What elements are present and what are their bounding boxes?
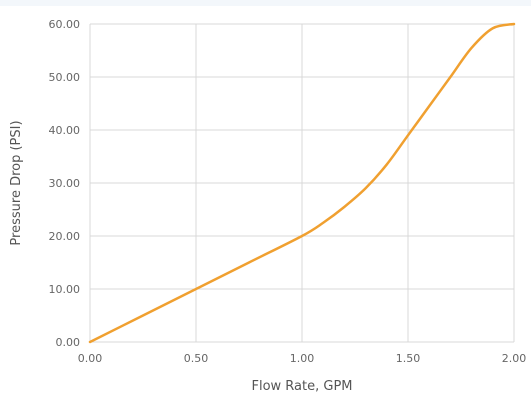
top-band: [0, 0, 531, 6]
x-tick-label: 2.00: [502, 352, 527, 365]
y-axis-title: Pressure Drop (PSI): [9, 120, 24, 245]
y-axis-ticks: 0.00 10.00 20.00 30.00 40.00 50.00 60.00: [49, 18, 81, 349]
y-tick-label: 0.00: [56, 336, 81, 349]
y-tick-label: 40.00: [49, 124, 81, 137]
x-tick-label: 0.50: [184, 352, 209, 365]
x-tick-label: 1.00: [290, 352, 315, 365]
series-layer: [88, 22, 516, 344]
x-tick-label: 1.50: [396, 352, 421, 365]
x-tick-label: 0.00: [78, 352, 103, 365]
x-axis-ticks: 0.00 0.50 1.00 1.50 2.00: [78, 352, 527, 365]
y-tick-label: 50.00: [49, 71, 81, 84]
x-axis-title: Flow Rate, GPM: [251, 379, 352, 394]
grid: [89, 23, 515, 343]
y-tick-label: 60.00: [49, 18, 81, 31]
series-line: [88, 22, 516, 344]
y-tick-label: 20.00: [49, 230, 81, 243]
y-tick-label: 30.00: [49, 177, 81, 190]
y-tick-label: 10.00: [49, 283, 81, 296]
